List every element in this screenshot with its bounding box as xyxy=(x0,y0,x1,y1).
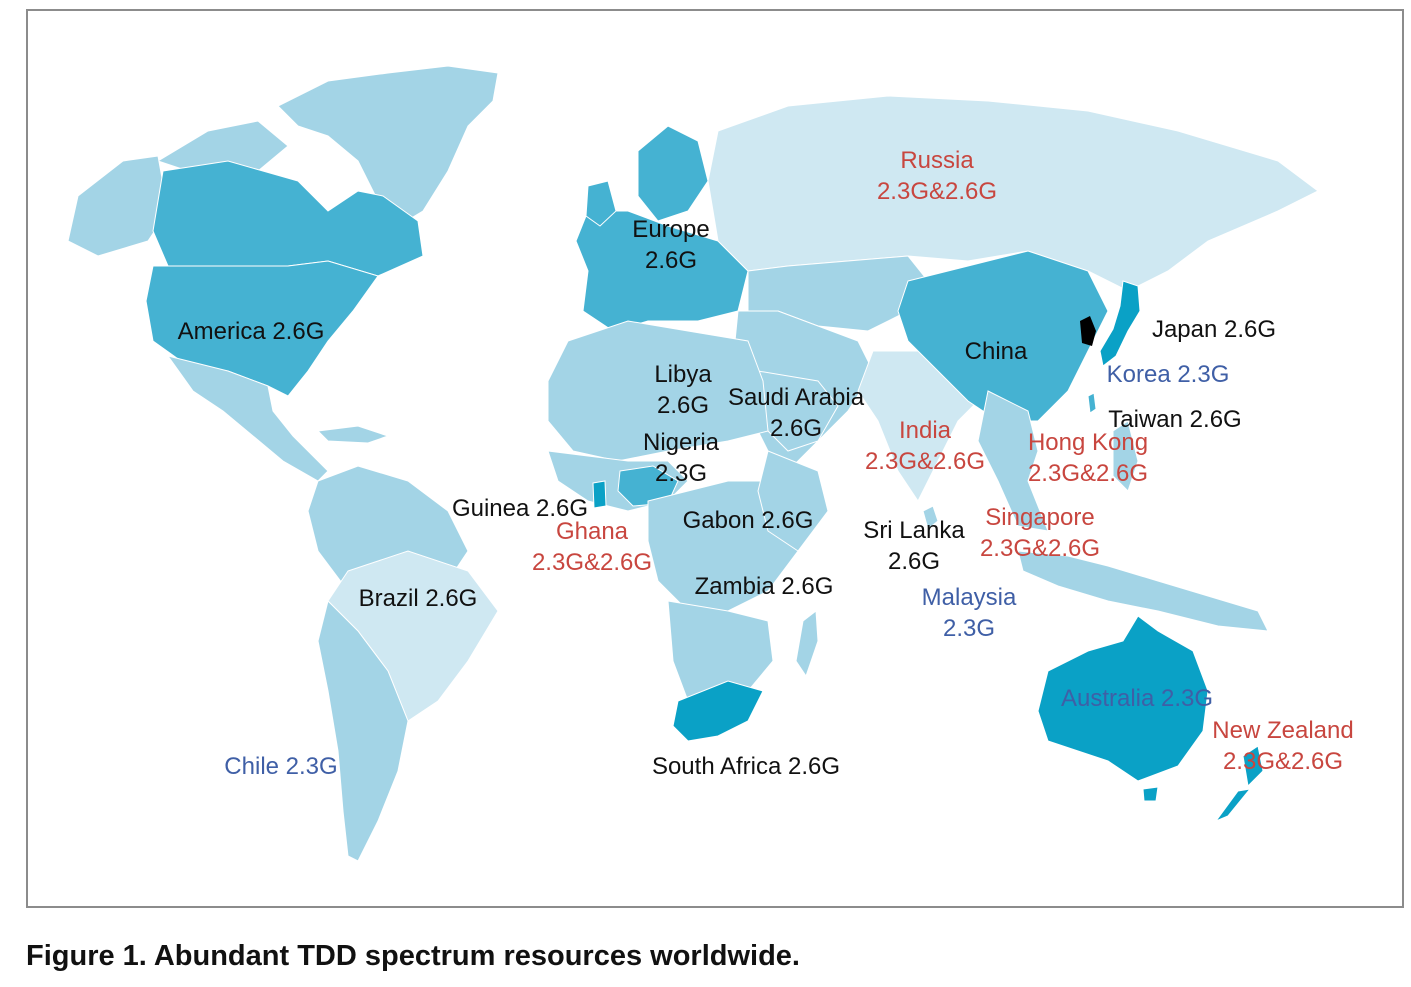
region-japan xyxy=(1099,280,1141,367)
label-taiwan: Taiwan 2.6G xyxy=(1108,406,1242,433)
region-ghana xyxy=(592,480,607,509)
label-ghana: Ghana 2.3G&2.6G xyxy=(531,518,653,576)
world-map-frame: Russia 2.3G&2.6G Europe 2.6G America 2.6… xyxy=(26,9,1404,908)
region-usa xyxy=(145,260,379,397)
label-libya: Libya 2.6G xyxy=(654,361,712,419)
region-korea xyxy=(1080,316,1096,346)
label-japan: Japan 2.6G xyxy=(1151,316,1277,343)
label-saudi-arabia: Saudi Arabia 2.6G xyxy=(727,384,865,442)
region-alaska xyxy=(67,155,169,257)
label-america: America 2.6G xyxy=(177,318,325,345)
label-korea: Korea 2.3G xyxy=(1106,361,1230,388)
label-australia: Australia 2.3G xyxy=(1060,685,1214,712)
label-zambia: Zambia 2.6G xyxy=(694,573,834,600)
label-new-zealand: New Zealand 2.3G&2.6G xyxy=(1212,717,1354,775)
label-singapore: Singapore 2.3G&2.6G xyxy=(979,504,1101,562)
label-india: India 2.3G&2.6G xyxy=(864,417,986,475)
label-hong-kong: Hong Kong 2.3G&2.6G xyxy=(1027,429,1149,487)
region-mexico xyxy=(166,355,329,482)
region-china xyxy=(897,250,1109,422)
region-uk xyxy=(585,180,617,227)
label-nigeria: Nigeria 2.3G xyxy=(642,429,720,487)
label-brazil: Brazil 2.6G xyxy=(358,585,478,612)
region-greenland xyxy=(277,65,499,227)
label-guinea: Guinea 2.6G xyxy=(451,495,589,522)
region-south-africa xyxy=(672,680,764,742)
region-taiwan xyxy=(1087,392,1097,414)
label-chile: Chile 2.3G xyxy=(224,753,338,780)
label-malaysia: Malaysia 2.3G xyxy=(921,584,1017,642)
region-southeast-asia xyxy=(977,390,1049,532)
region-indonesia xyxy=(1017,550,1269,632)
label-gabon: Gabon 2.6G xyxy=(682,507,814,534)
region-new-zealand xyxy=(1214,745,1264,823)
region-tasmania xyxy=(1142,786,1159,802)
region-north-africa xyxy=(547,320,769,462)
label-europe: Europe 2.6G xyxy=(632,216,710,274)
region-madagascar xyxy=(795,610,819,678)
region-europe xyxy=(575,210,749,332)
figure-caption: Figure 1. Abundant TDD spectrum resource… xyxy=(26,940,800,972)
region-sri-lanka xyxy=(922,505,939,530)
region-australia xyxy=(1037,615,1209,782)
region-east-africa xyxy=(757,450,829,552)
label-russia: Russia 2.3G&2.6G xyxy=(876,147,998,205)
region-philippines xyxy=(1112,420,1139,492)
world-map xyxy=(67,65,1319,862)
region-south-america-south xyxy=(317,600,409,862)
region-scandinavia xyxy=(637,125,709,222)
label-sri-lanka: Sri Lanka 2.6G xyxy=(863,517,965,575)
label-south-africa: South Africa 2.6G xyxy=(651,753,841,780)
region-caribbean xyxy=(316,425,390,444)
label-china: China xyxy=(964,338,1028,365)
